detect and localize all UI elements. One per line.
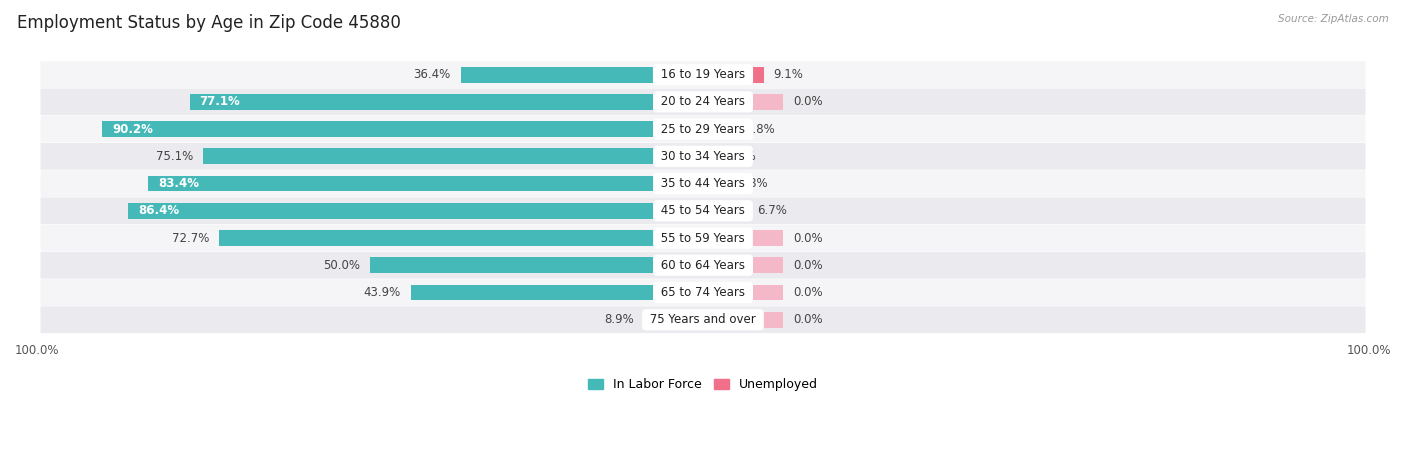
Text: 55 to 59 Years: 55 to 59 Years <box>657 231 749 244</box>
Text: 90.2%: 90.2% <box>112 123 153 136</box>
Bar <box>703 121 735 137</box>
Text: 83.4%: 83.4% <box>157 177 198 190</box>
Text: 75 Years and over: 75 Years and over <box>647 313 759 326</box>
Bar <box>703 230 783 246</box>
Bar <box>148 176 703 192</box>
Bar <box>644 312 703 327</box>
Bar <box>703 312 783 327</box>
Bar <box>411 285 703 300</box>
Text: 3.8%: 3.8% <box>738 177 768 190</box>
FancyBboxPatch shape <box>41 198 1365 224</box>
Text: 20 to 24 Years: 20 to 24 Years <box>657 95 749 108</box>
Text: 4.8%: 4.8% <box>745 123 775 136</box>
Text: 86.4%: 86.4% <box>138 204 179 217</box>
FancyBboxPatch shape <box>41 170 1365 197</box>
Bar <box>703 203 748 219</box>
Text: 75.1%: 75.1% <box>156 150 193 163</box>
Bar <box>128 203 703 219</box>
FancyBboxPatch shape <box>41 225 1365 251</box>
Text: Employment Status by Age in Zip Code 45880: Employment Status by Age in Zip Code 458… <box>17 14 401 32</box>
Text: 36.4%: 36.4% <box>413 68 451 81</box>
Bar <box>703 258 783 273</box>
Text: 0.0%: 0.0% <box>793 231 823 244</box>
Text: 30 to 34 Years: 30 to 34 Years <box>657 150 749 163</box>
Text: 6.7%: 6.7% <box>758 204 787 217</box>
Text: 50.0%: 50.0% <box>323 259 360 272</box>
Bar <box>190 94 703 110</box>
FancyBboxPatch shape <box>41 143 1365 170</box>
Bar <box>703 176 728 192</box>
Text: 0.0%: 0.0% <box>793 95 823 108</box>
Text: 0.0%: 0.0% <box>793 313 823 326</box>
Bar <box>202 148 703 164</box>
FancyBboxPatch shape <box>41 88 1365 115</box>
Text: 16 to 19 Years: 16 to 19 Years <box>657 68 749 81</box>
Text: 72.7%: 72.7% <box>172 231 209 244</box>
Text: 9.1%: 9.1% <box>773 68 803 81</box>
Legend: In Labor Force, Unemployed: In Labor Force, Unemployed <box>583 374 823 395</box>
Text: 65 to 74 Years: 65 to 74 Years <box>657 286 749 299</box>
Text: 0.0%: 0.0% <box>793 259 823 272</box>
Text: 77.1%: 77.1% <box>200 95 240 108</box>
Text: 45 to 54 Years: 45 to 54 Years <box>657 204 749 217</box>
Bar <box>219 230 703 246</box>
Text: 43.9%: 43.9% <box>364 286 401 299</box>
Bar <box>703 94 783 110</box>
Bar <box>703 67 763 83</box>
FancyBboxPatch shape <box>41 116 1365 143</box>
Text: 2.0%: 2.0% <box>727 150 756 163</box>
Bar <box>703 285 783 300</box>
Text: 60 to 64 Years: 60 to 64 Years <box>657 259 749 272</box>
Text: 25 to 29 Years: 25 to 29 Years <box>657 123 749 136</box>
Bar <box>103 121 703 137</box>
FancyBboxPatch shape <box>41 306 1365 333</box>
Text: 0.0%: 0.0% <box>793 286 823 299</box>
FancyBboxPatch shape <box>41 61 1365 88</box>
FancyBboxPatch shape <box>41 252 1365 279</box>
Bar <box>703 148 716 164</box>
Text: 35 to 44 Years: 35 to 44 Years <box>657 177 749 190</box>
Text: Source: ZipAtlas.com: Source: ZipAtlas.com <box>1278 14 1389 23</box>
FancyBboxPatch shape <box>41 279 1365 306</box>
Bar <box>370 258 703 273</box>
Text: 8.9%: 8.9% <box>605 313 634 326</box>
Bar <box>461 67 703 83</box>
